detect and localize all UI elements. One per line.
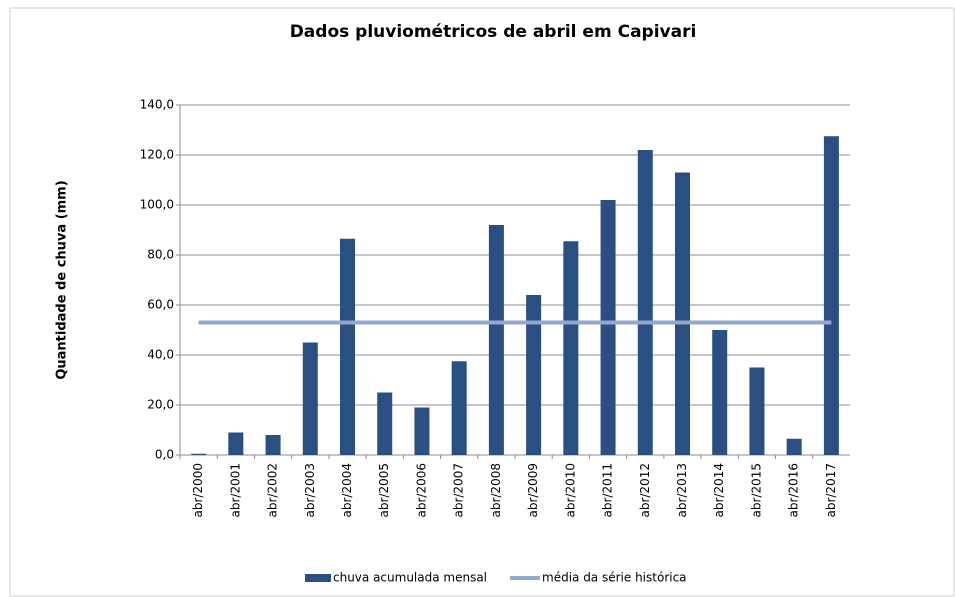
x-tick-label: abr/2009 bbox=[526, 463, 540, 518]
x-tick-label: abr/2001 bbox=[228, 463, 242, 518]
x-tick-label: abr/2013 bbox=[675, 463, 689, 518]
bar bbox=[488, 225, 504, 455]
x-tick-label: abr/2012 bbox=[638, 463, 652, 518]
y-tick-label: 80,0 bbox=[147, 248, 174, 262]
bar bbox=[451, 361, 467, 455]
bar bbox=[377, 392, 393, 455]
legend-label: média da série histórica bbox=[542, 571, 687, 585]
bar bbox=[265, 435, 281, 455]
x-tick-label: abr/2007 bbox=[452, 463, 466, 518]
x-tick-label: abr/2014 bbox=[712, 463, 726, 518]
bar bbox=[340, 238, 355, 455]
chart-title: Dados pluviométricos de abril em Capivar… bbox=[290, 22, 697, 42]
y-tick-label: 140,0 bbox=[140, 98, 174, 112]
x-tick-label: abr/2017 bbox=[824, 463, 838, 518]
bar bbox=[600, 200, 616, 455]
bar bbox=[526, 295, 542, 455]
bar bbox=[637, 150, 653, 455]
x-tick-label: abr/2011 bbox=[601, 463, 615, 518]
bar bbox=[191, 453, 207, 455]
y-tick-label: 120,0 bbox=[140, 148, 174, 162]
y-axis-label: Quantidade de chuva (mm) bbox=[55, 180, 70, 379]
bar bbox=[712, 330, 728, 455]
bar bbox=[563, 241, 579, 455]
chart-frame bbox=[9, 7, 955, 597]
bar bbox=[749, 367, 765, 455]
x-tick-label: abr/2004 bbox=[340, 463, 354, 518]
x-tick-label: abr/2006 bbox=[414, 463, 428, 518]
y-tick-label: 40,0 bbox=[147, 348, 174, 362]
x-tick-label: abr/2005 bbox=[377, 463, 391, 518]
x-tick-label: abr/2003 bbox=[303, 463, 317, 518]
bar bbox=[823, 136, 839, 455]
legend-label: chuva acumulada mensal bbox=[333, 571, 487, 585]
bar bbox=[302, 342, 318, 455]
x-tick-label: abr/2010 bbox=[563, 463, 577, 518]
bar bbox=[414, 407, 430, 455]
x-tick-label: abr/2000 bbox=[191, 463, 205, 518]
y-tick-label: 60,0 bbox=[147, 298, 174, 312]
x-tick-label: abr/2015 bbox=[749, 463, 763, 518]
bar bbox=[675, 172, 690, 455]
bar bbox=[786, 438, 802, 455]
bar bbox=[228, 432, 244, 455]
x-tick-label: abr/2016 bbox=[787, 463, 801, 518]
x-tick-label: abr/2002 bbox=[266, 463, 280, 518]
y-tick-label: 20,0 bbox=[147, 398, 174, 412]
y-tick-label: 100,0 bbox=[140, 198, 174, 212]
legend-swatch bbox=[305, 574, 331, 582]
x-tick-label: abr/2008 bbox=[489, 463, 503, 517]
y-tick-label: 0,0 bbox=[155, 448, 174, 462]
